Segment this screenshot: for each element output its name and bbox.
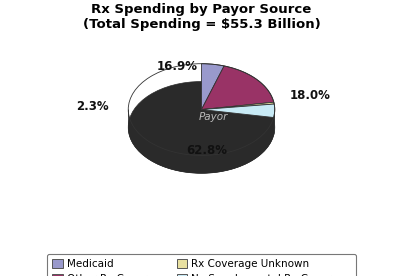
Ellipse shape <box>128 81 275 173</box>
Legend: Medicaid, Other Rx Coverage, Rx Coverage Unknown, No Supplemental Rx Coverage: Medicaid, Other Rx Coverage, Rx Coverage… <box>47 254 356 276</box>
Text: 62.8%: 62.8% <box>186 144 227 157</box>
Text: Payor: Payor <box>198 112 228 122</box>
Title: Rx Spending by Payor Source
(Total Spending = $55.3 Billion): Rx Spending by Payor Source (Total Spend… <box>83 2 320 31</box>
Polygon shape <box>274 108 275 135</box>
Polygon shape <box>202 64 224 110</box>
Polygon shape <box>128 110 275 173</box>
Polygon shape <box>202 104 275 118</box>
Polygon shape <box>202 66 274 110</box>
Text: 2.3%: 2.3% <box>77 100 109 113</box>
Text: 16.9%: 16.9% <box>157 60 198 73</box>
Text: 18.0%: 18.0% <box>289 89 330 102</box>
Polygon shape <box>202 102 274 110</box>
